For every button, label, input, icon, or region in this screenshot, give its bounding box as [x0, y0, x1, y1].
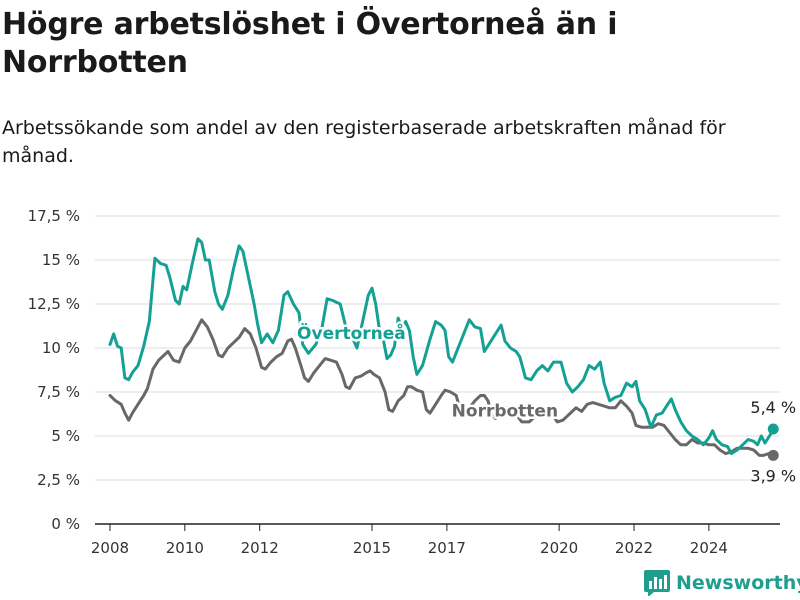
x-tick-label: 2022: [615, 539, 653, 557]
end-value-label: 3,9 %: [750, 466, 796, 485]
x-tick-label: 2017: [428, 539, 466, 557]
x-tick-label: 2012: [241, 539, 279, 557]
y-tick-label: 2,5 %: [37, 471, 80, 489]
page-title: Högre arbetslöshet i Övertorneå än i Nor…: [2, 7, 618, 80]
y-tick-label: 17,5 %: [28, 207, 80, 225]
y-tick-label: 0 %: [51, 515, 80, 533]
brand-name: Newsworthy: [676, 572, 800, 594]
x-tick-label: 2024: [690, 539, 728, 557]
end-value-label: 5,4 %: [750, 398, 796, 417]
end-point-marker: [767, 449, 779, 461]
series-label-overtornea: Övertorneå: [297, 322, 406, 344]
series-line-overtornea: [108, 237, 775, 456]
y-tick-label: 5 %: [51, 427, 80, 445]
x-tick-label: 2008: [91, 539, 129, 557]
end-point-marker: [767, 423, 779, 435]
series-label-norrbotten: Norrbotten: [452, 402, 558, 422]
brand-logo: Newsworthy: [644, 568, 800, 598]
x-tick-label: 2020: [540, 539, 578, 557]
page-subtitle: Arbetssökande som andel av den registerb…: [2, 117, 726, 167]
y-tick-label: 10 %: [42, 339, 80, 357]
series-line-norrbotten: [108, 318, 775, 457]
x-tick-label: 2015: [353, 539, 391, 557]
newsworthy-logo-icon: [644, 570, 670, 596]
x-tick-label: 2010: [166, 539, 204, 557]
y-tick-label: 15 %: [42, 251, 80, 269]
y-tick-label: 7,5 %: [37, 383, 80, 401]
y-tick-label: 12,5 %: [28, 295, 80, 313]
